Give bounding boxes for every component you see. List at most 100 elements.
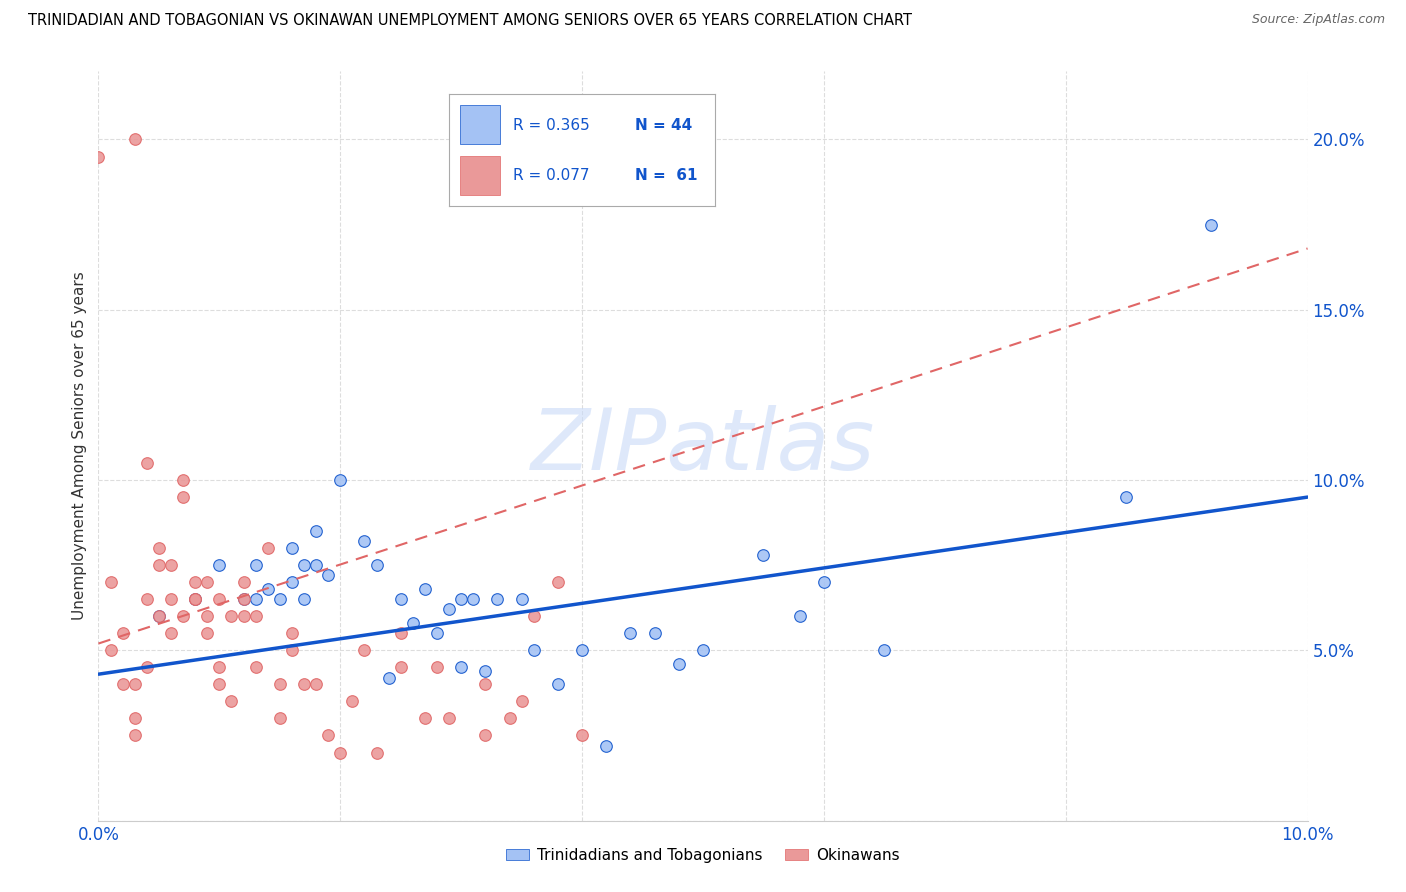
Point — [281, 541, 304, 556]
Point — [232, 575, 254, 590]
Point — [269, 677, 291, 691]
Point — [184, 592, 207, 607]
Point — [329, 473, 352, 487]
Point — [510, 694, 533, 708]
Point — [305, 558, 328, 573]
Point — [245, 558, 267, 573]
Point — [1115, 490, 1137, 504]
Point — [450, 660, 472, 674]
Point — [316, 568, 339, 582]
Point — [124, 711, 146, 725]
Point — [426, 626, 449, 640]
Point — [437, 711, 460, 725]
Point — [87, 149, 110, 163]
Point — [450, 592, 472, 607]
Point — [789, 609, 811, 624]
Point — [269, 711, 291, 725]
Point — [195, 609, 218, 624]
Point — [232, 592, 254, 607]
Point — [256, 541, 278, 556]
Point — [100, 575, 122, 590]
Point — [402, 616, 425, 631]
Point — [135, 592, 157, 607]
Point — [366, 746, 388, 760]
Point — [377, 671, 399, 685]
Point — [813, 575, 835, 590]
Point — [437, 602, 460, 616]
Point — [547, 677, 569, 691]
Point — [353, 534, 375, 549]
Point — [523, 609, 546, 624]
Point — [135, 456, 157, 470]
Point — [752, 548, 775, 562]
Point — [619, 626, 641, 640]
Point — [148, 609, 170, 624]
Point — [245, 592, 267, 607]
Point — [208, 677, 231, 691]
Text: Source: ZipAtlas.com: Source: ZipAtlas.com — [1251, 13, 1385, 27]
Point — [221, 694, 243, 708]
Point — [523, 643, 546, 657]
Point — [172, 473, 194, 487]
Point — [135, 660, 157, 674]
Point — [474, 677, 496, 691]
Point — [413, 711, 436, 725]
Point — [269, 592, 291, 607]
Point — [498, 711, 520, 725]
Point — [195, 575, 218, 590]
Point — [510, 592, 533, 607]
Point — [195, 626, 218, 640]
Point — [232, 609, 254, 624]
Text: TRINIDADIAN AND TOBAGONIAN VS OKINAWAN UNEMPLOYMENT AMONG SENIORS OVER 65 YEARS : TRINIDADIAN AND TOBAGONIAN VS OKINAWAN U… — [28, 13, 912, 29]
Point — [668, 657, 690, 671]
Point — [316, 729, 339, 743]
Point — [124, 729, 146, 743]
Point — [100, 643, 122, 657]
Point — [595, 739, 617, 753]
Point — [292, 677, 315, 691]
Point — [148, 558, 170, 573]
Point — [474, 729, 496, 743]
Point — [221, 609, 243, 624]
Point — [111, 677, 134, 691]
Point — [305, 524, 328, 538]
Y-axis label: Unemployment Among Seniors over 65 years: Unemployment Among Seniors over 65 years — [72, 272, 87, 620]
Point — [571, 643, 593, 657]
Point — [160, 592, 183, 607]
Point — [184, 592, 207, 607]
Point — [1199, 218, 1222, 232]
Point — [256, 582, 278, 596]
Point — [413, 582, 436, 596]
Point — [342, 694, 364, 708]
Legend: Trinidadians and Tobagonians, Okinawans: Trinidadians and Tobagonians, Okinawans — [501, 842, 905, 869]
Point — [208, 558, 231, 573]
Point — [172, 490, 194, 504]
Point — [232, 592, 254, 607]
Point — [172, 609, 194, 624]
Text: ZIPatlas: ZIPatlas — [531, 404, 875, 488]
Point — [184, 575, 207, 590]
Point — [281, 643, 304, 657]
Point — [124, 677, 146, 691]
Point — [184, 592, 207, 607]
Point — [292, 558, 315, 573]
Point — [426, 660, 449, 674]
Point — [571, 729, 593, 743]
Point — [389, 626, 412, 640]
Point — [208, 660, 231, 674]
Point — [366, 558, 388, 573]
Point — [111, 626, 134, 640]
Point — [353, 643, 375, 657]
Point — [547, 575, 569, 590]
Point — [873, 643, 896, 657]
Point — [281, 626, 304, 640]
Point — [292, 592, 315, 607]
Point — [329, 746, 352, 760]
Point — [389, 592, 412, 607]
Point — [245, 660, 267, 674]
Point — [644, 626, 666, 640]
Point — [305, 677, 328, 691]
Point — [148, 609, 170, 624]
Point — [692, 643, 714, 657]
Point — [245, 609, 267, 624]
